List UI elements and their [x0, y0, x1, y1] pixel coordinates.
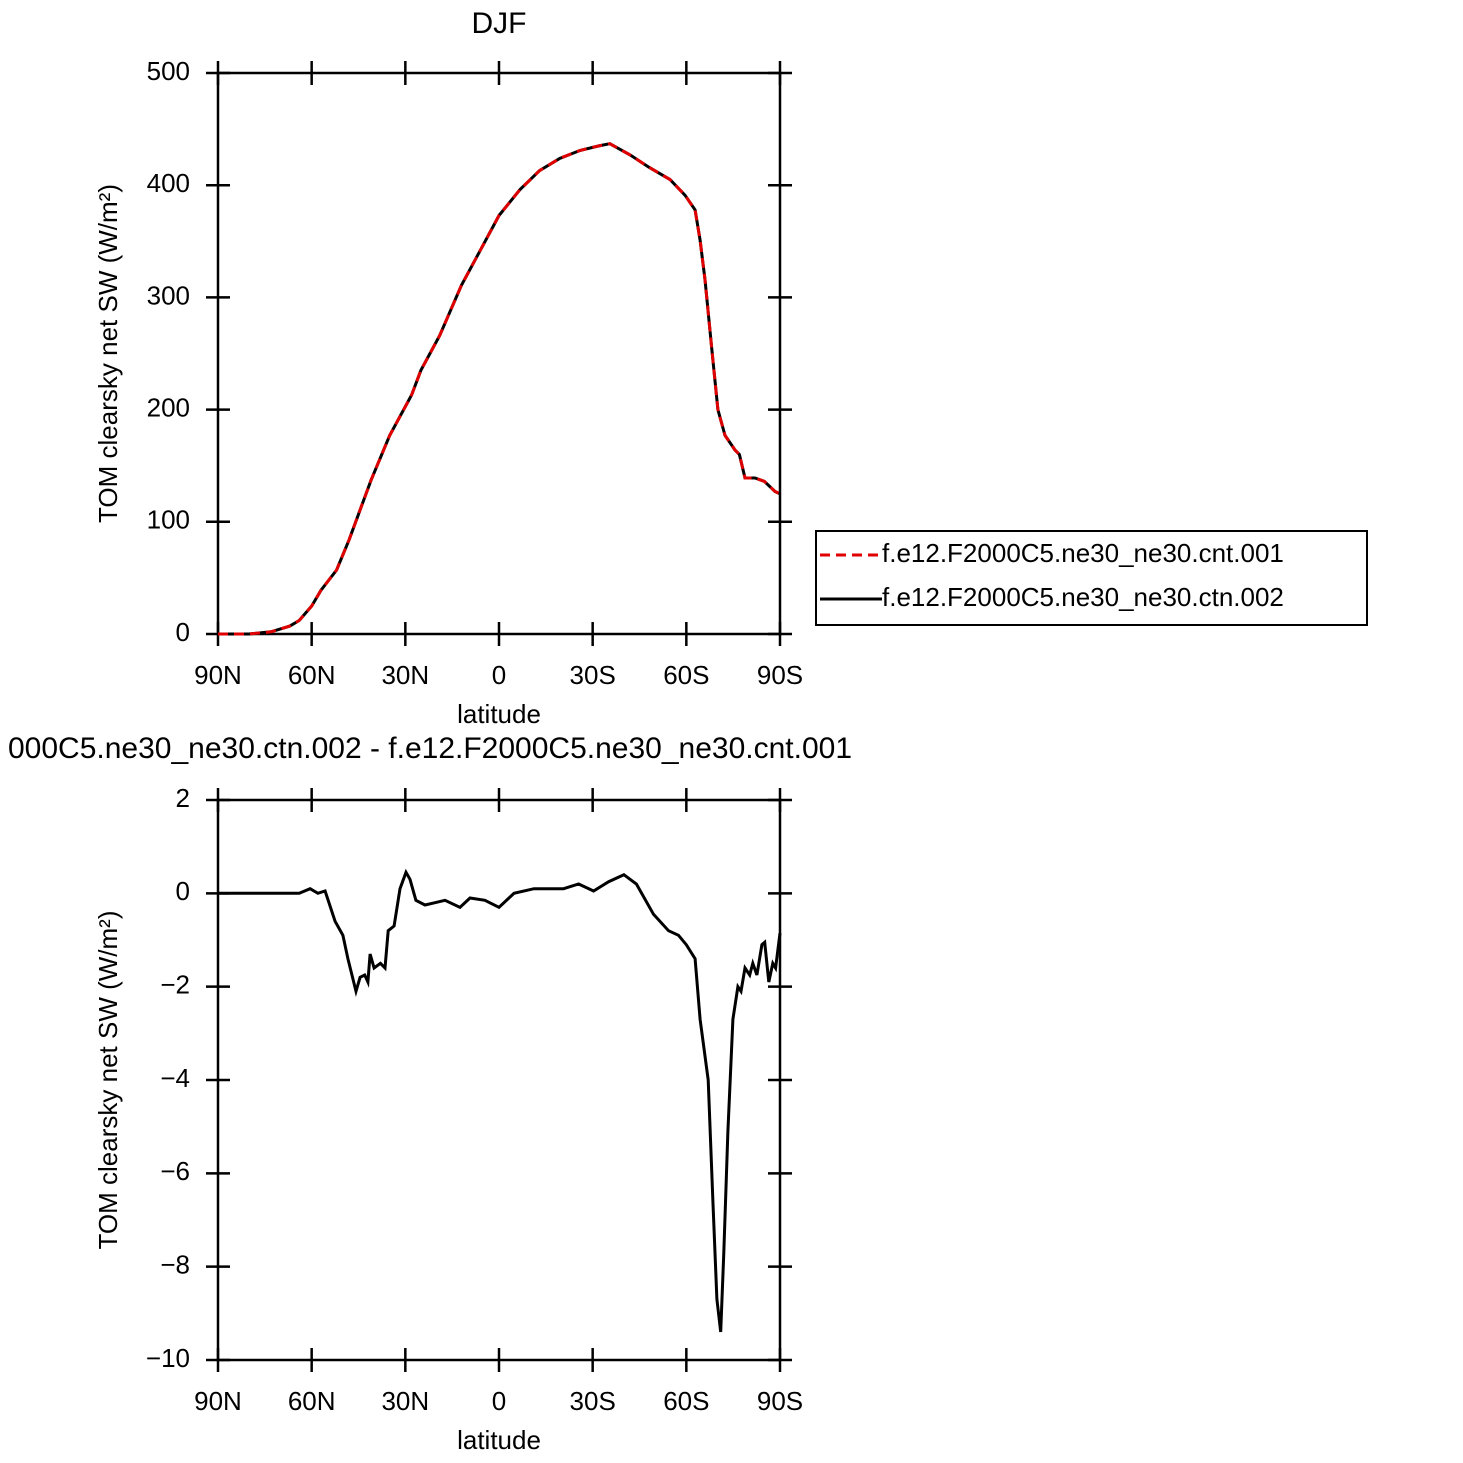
x-tick-label: 30S — [570, 660, 616, 690]
chart-title: 000C5.ne30_ne30.ctn.002 - f.e12.F2000C5.… — [8, 732, 852, 765]
legend-label: f.e12.F2000C5.ne30_ne30.ctn.002 — [882, 582, 1284, 612]
y-tick-label: −8 — [160, 1250, 190, 1280]
legend-box — [815, 530, 1368, 626]
y-tick-label: −10 — [146, 1343, 190, 1373]
plot-frame — [216, 71, 782, 636]
chart-title: DJF — [472, 7, 527, 40]
x-tick-label: 30N — [381, 1386, 429, 1416]
x-tick-label: 0 — [492, 660, 506, 690]
x-tick-label: 60S — [663, 660, 709, 690]
y-tick-label: 400 — [147, 168, 190, 198]
y-tick-label: 500 — [147, 56, 190, 86]
x-tick-label: 90S — [757, 660, 803, 690]
x-tick-label: 60S — [663, 1386, 709, 1416]
x-axis-label: latitude — [457, 699, 541, 729]
y-tick-label: 0 — [176, 876, 190, 906]
x-tick-label: 30N — [381, 660, 429, 690]
plot-frame — [216, 798, 782, 1362]
y-tick-label: 100 — [147, 505, 190, 535]
y-tick-label: −4 — [160, 1063, 190, 1093]
data-line — [218, 142, 781, 636]
y-tick-label: 2 — [176, 783, 190, 813]
y-axis-label: TOM clearsky net SW (W/m²) — [93, 184, 123, 523]
y-tick-label: −6 — [160, 1156, 190, 1186]
x-tick-label: 90N — [194, 1386, 242, 1416]
x-axis-label: latitude — [457, 1425, 541, 1455]
x-tick-label: 30S — [570, 1386, 616, 1416]
y-tick-label: 200 — [147, 392, 190, 422]
legend-label: f.e12.F2000C5.ne30_ne30.cnt.001 — [882, 538, 1284, 568]
x-tick-label: 90N — [194, 660, 242, 690]
x-tick-label: 60N — [288, 660, 336, 690]
y-tick-label: 0 — [176, 617, 190, 647]
y-tick-label: 300 — [147, 280, 190, 310]
x-tick-label: 90S — [757, 1386, 803, 1416]
y-axis-label: TOM clearsky net SW (W/m²) — [93, 911, 123, 1250]
x-tick-label: 0 — [492, 1386, 506, 1416]
data-line — [218, 868, 782, 1333]
y-tick-label: −2 — [160, 970, 190, 1000]
x-tick-label: 60N — [288, 1386, 336, 1416]
